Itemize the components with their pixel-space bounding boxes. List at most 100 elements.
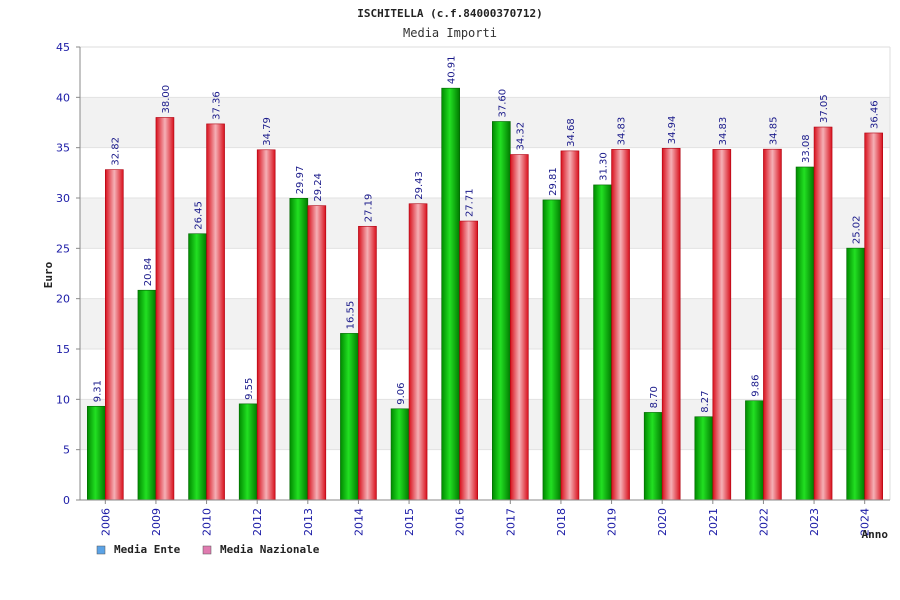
legend: Media Ente Media Nazionale	[96, 543, 320, 556]
x-tick-label: 2023	[808, 508, 821, 536]
data-label: 9.55	[244, 378, 255, 400]
bar-media-nazionale-2012	[256, 149, 276, 501]
x-tick-label: 2013	[302, 508, 315, 536]
x-tick-label: 2024	[859, 508, 872, 536]
data-label: 33.08	[801, 134, 812, 163]
bar-media-ente-2010	[188, 233, 207, 501]
data-label: 37.60	[497, 89, 508, 118]
x-axis-ticks: 2006 2009 2010 2012 2013 2014 2015 2016 2017 2018…	[99, 500, 872, 536]
data-label: 40.91	[447, 56, 458, 85]
bar-media-nazionale-2006	[105, 169, 124, 501]
data-label: 29.81	[548, 167, 559, 196]
y-tick-label: 45	[56, 41, 70, 54]
data-label: 16.55	[345, 301, 356, 330]
bar-media-nazionale-2014	[358, 225, 377, 501]
legend-label-media-ente: Media Ente	[114, 543, 181, 556]
data-label: 26.45	[194, 201, 205, 230]
legend-swatch-media-nazionale	[202, 545, 212, 555]
bar-media-ente-2023	[795, 166, 815, 501]
bar-media-ente-2022	[745, 400, 764, 501]
bar-media-nazionale-2018	[560, 150, 580, 501]
bar-media-ente-2012	[238, 403, 258, 501]
y-tick-label: 40	[56, 91, 70, 104]
bar-media-ente-2015	[390, 408, 410, 501]
bar-media-ente-2019	[593, 184, 612, 501]
x-tick-label: 2012	[251, 508, 264, 536]
bar-media-ente-2021	[694, 416, 714, 501]
data-label: 36.46	[870, 100, 881, 129]
x-tick-label: 2021	[707, 508, 720, 536]
data-label: 9.31	[92, 380, 103, 402]
bar-media-ente-2018	[542, 199, 562, 501]
bar-media-nazionale-2013	[307, 205, 327, 501]
y-axis-label: Euro	[42, 261, 55, 288]
y-tick-label: 35	[56, 142, 70, 155]
legend-swatch-media-ente	[96, 545, 106, 555]
data-label: 8.70	[649, 386, 660, 408]
y-tick-label: 5	[63, 444, 70, 457]
bar-media-ente-2009	[137, 289, 157, 501]
data-label: 32.82	[110, 137, 121, 166]
y-tick-label: 15	[56, 343, 70, 356]
bars	[87, 87, 883, 501]
data-label: 25.02	[852, 215, 863, 244]
x-tick-label: 2020	[656, 508, 669, 536]
y-tick-label: 10	[56, 393, 70, 406]
data-label: 34.83	[617, 117, 628, 146]
data-label: 34.85	[768, 117, 779, 146]
data-label: 9.06	[396, 383, 407, 405]
data-label: 34.83	[718, 117, 729, 146]
chart-title: ISCHITELLA (c.f.84000370712)	[357, 7, 542, 20]
chart-subtitle: Media Importi	[403, 26, 497, 40]
data-label: 38.00	[161, 85, 172, 114]
data-label: 37.36	[212, 91, 223, 120]
bar-media-nazionale-2016	[459, 220, 478, 501]
x-tick-label: 2009	[150, 508, 163, 536]
bar-media-ente-2006	[87, 405, 106, 501]
x-tick-label: 2015	[403, 508, 416, 536]
data-label: 20.84	[143, 258, 154, 287]
bar-media-ente-2017	[492, 121, 511, 501]
data-labels: 9.31 32.82 20.84 38.00 26.45 37.36 9.55 34.79 29…	[92, 56, 880, 413]
bar-media-nazionale-2017	[510, 154, 529, 501]
data-label: 34.79	[262, 117, 273, 146]
bar-media-ente-2016	[441, 87, 460, 501]
data-label: 29.43	[414, 171, 425, 200]
y-tick-label: 20	[56, 293, 70, 306]
bar-media-ente-2024	[846, 247, 865, 501]
data-label: 29.24	[313, 173, 324, 202]
x-axis-label: Anno	[862, 528, 889, 541]
grid-band	[80, 47, 890, 98]
legend-label-media-nazionale: Media Nazionale	[220, 543, 320, 556]
data-label: 34.94	[667, 116, 678, 145]
bar-media-nazionale-2021	[712, 149, 732, 501]
data-label: 31.30	[599, 152, 610, 181]
x-tick-label: 2006	[99, 508, 112, 536]
x-tick-label: 2017	[504, 508, 517, 536]
y-tick-label: 30	[56, 192, 70, 205]
data-label: 34.68	[566, 118, 577, 147]
x-tick-label: 2019	[606, 508, 619, 536]
data-label: 37.05	[819, 94, 830, 123]
x-tick-label: 2010	[201, 508, 214, 536]
data-label: 8.27	[700, 390, 711, 412]
x-tick-label: 2016	[454, 508, 467, 536]
bar-media-ente-2014	[340, 333, 359, 501]
y-tick-label: 25	[56, 242, 70, 255]
bar-media-ente-2013	[289, 198, 309, 501]
bar-media-nazionale-2020	[661, 147, 681, 501]
x-tick-label: 2018	[555, 508, 568, 536]
y-axis-ticks: 0 5 10 15 20 25 30 35 40 45	[56, 41, 80, 507]
x-tick-label: 2022	[757, 508, 770, 536]
data-label: 29.97	[295, 166, 306, 195]
data-label: 9.86	[750, 374, 761, 396]
bar-media-ente-2020	[643, 412, 663, 501]
bar-media-nazionale-2024	[864, 132, 883, 501]
bar-media-nazionale-2010	[206, 123, 225, 501]
bar-media-nazionale-2009	[155, 117, 175, 501]
bar-media-nazionale-2023	[813, 126, 833, 501]
data-label: 34.32	[515, 122, 526, 151]
data-label: 27.71	[465, 188, 476, 217]
data-label: 27.19	[363, 194, 374, 223]
